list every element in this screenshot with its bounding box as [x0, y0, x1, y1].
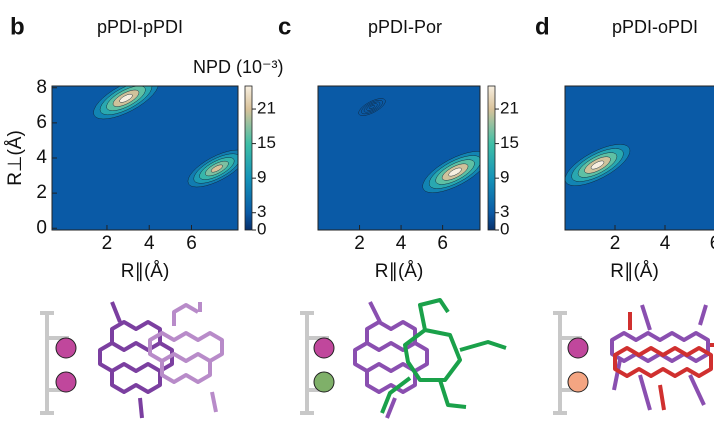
- colorbar-tick-label: 0: [257, 219, 266, 238]
- x-axis-label: R∥(Å): [375, 261, 424, 282]
- x-tick-label: 6: [710, 233, 714, 254]
- molecule-c: [300, 300, 506, 418]
- panel-label: b: [10, 13, 25, 40]
- plot-area: [52, 69, 251, 230]
- y-tick-label: 0: [36, 217, 47, 238]
- panel-title: pPDI-pPDI: [97, 17, 183, 37]
- x-tick-label: 2: [102, 233, 113, 254]
- colorbar-tick-label: 21: [257, 99, 276, 118]
- x-tick-label: 4: [660, 233, 671, 254]
- x-axis-label: R∥(Å): [121, 261, 170, 282]
- y-tick-label: 8: [36, 77, 47, 98]
- colorbar-tick-label: 3: [257, 202, 266, 221]
- colorbar-tick-label: 21: [500, 99, 519, 118]
- x-tick-label: 6: [437, 233, 448, 254]
- molecule-d: [553, 305, 714, 413]
- colorbar: [488, 86, 495, 230]
- molecule-b: [40, 302, 222, 418]
- x-tick-label: 2: [610, 233, 621, 254]
- figure: bpPDI-pPDI24602468R∥(Å)R⊥(Å)0391521NPD (…: [0, 0, 714, 422]
- colorbar-tick-label: 9: [257, 168, 266, 187]
- x-axis-label: R∥(Å): [610, 261, 659, 282]
- y-tick-label: 6: [36, 112, 47, 133]
- colorbar-tick-label: 15: [500, 133, 519, 152]
- x-tick-label: 6: [186, 233, 197, 254]
- x-tick-label: 2: [354, 233, 365, 254]
- plot-background: [52, 86, 238, 230]
- colorbar: [245, 86, 252, 230]
- panel-title: pPDI-oPDI: [612, 17, 698, 37]
- colorbar-label: NPD (10⁻³): [193, 57, 284, 77]
- panel-label: c: [278, 13, 291, 40]
- panel-label: d: [535, 13, 550, 40]
- x-tick-label: 4: [144, 233, 155, 254]
- colorbar-tick-label: 15: [257, 133, 276, 152]
- plot-area: [318, 86, 493, 230]
- colorbar-tick-label: 3: [500, 202, 509, 221]
- y-tick-label: 4: [36, 147, 47, 168]
- y-axis-label: R⊥(Å): [5, 130, 26, 186]
- colorbar-tick-label: 9: [500, 168, 509, 187]
- y-tick-label: 2: [36, 182, 47, 203]
- panel-title: pPDI-Por: [368, 17, 442, 37]
- plot-area: [559, 86, 714, 230]
- colorbar-tick-label: 0: [500, 219, 509, 238]
- x-tick-label: 4: [396, 233, 407, 254]
